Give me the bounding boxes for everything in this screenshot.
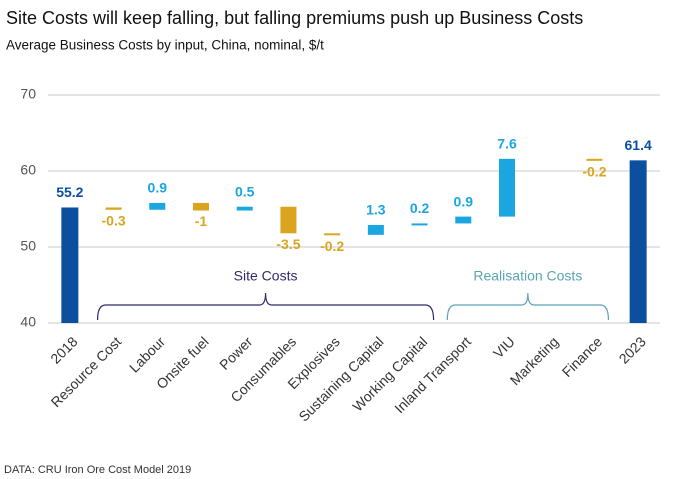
x-tick-label: VIU — [490, 333, 518, 361]
bar — [499, 158, 515, 217]
bar — [280, 206, 297, 234]
group-label: Realisation Costs — [473, 268, 582, 284]
group-bracket — [446, 292, 610, 321]
group-label: Site Costs — [234, 268, 298, 284]
bar — [586, 158, 603, 161]
bar — [324, 233, 341, 236]
bar — [193, 202, 209, 211]
value-label: -3.5 — [276, 236, 300, 252]
value-label: 0.9 — [148, 180, 168, 196]
x-tick-label: 2023 — [616, 333, 649, 366]
bar — [61, 207, 79, 323]
bar — [455, 216, 472, 224]
bar — [105, 207, 122, 210]
group-bracket — [96, 292, 435, 321]
x-tick-label: Labour — [126, 333, 168, 375]
value-label: 55.2 — [56, 184, 83, 200]
bar — [236, 206, 253, 211]
value-label: 7.6 — [497, 136, 517, 152]
x-tick-label: Inland Transport — [391, 333, 474, 416]
source: DATA: CRU Iron Ore Cost Model 2019 — [4, 464, 191, 476]
value-label: 0.5 — [235, 183, 255, 199]
x-tick-label: Power — [216, 333, 256, 373]
y-tick-label: 40 — [20, 314, 36, 330]
y-tick-label: 70 — [20, 86, 36, 102]
x-tick-label: Marketing — [507, 333, 562, 388]
value-label: -0.2 — [582, 164, 606, 180]
chart-title: Site Costs will keep falling, but fallin… — [6, 8, 583, 28]
y-tick-label: 50 — [20, 238, 36, 254]
bar — [367, 224, 384, 235]
value-label: -0.2 — [320, 238, 344, 254]
y-tick-label: 60 — [20, 162, 36, 178]
value-label: 0.9 — [454, 193, 474, 209]
x-tick-label: Working Capital — [349, 333, 430, 414]
value-label: 0.2 — [410, 200, 430, 216]
x-tick-label: Finance — [559, 333, 606, 380]
bar — [629, 160, 647, 323]
value-label: -0.3 — [102, 212, 126, 228]
bar — [411, 223, 428, 226]
bar — [149, 202, 166, 210]
chart-subtitle: Average Business Costs by input, China, … — [6, 38, 324, 53]
value-label: -1 — [195, 213, 208, 229]
x-tick-label: 2018 — [47, 333, 80, 366]
value-label: 61.4 — [625, 137, 652, 153]
value-label: 1.3 — [366, 202, 386, 218]
